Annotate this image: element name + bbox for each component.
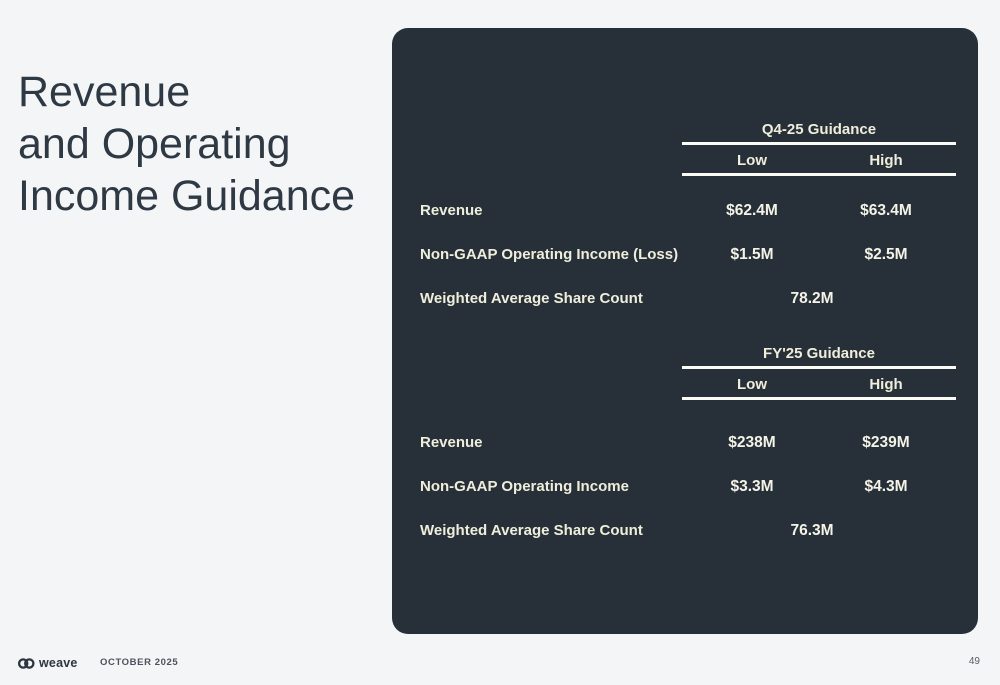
q4-col-low: Low: [737, 152, 767, 169]
weave-logo-text: weave: [39, 656, 78, 670]
value-low: $3.3M: [730, 478, 774, 495]
value-high: $239M: [862, 434, 910, 451]
q4-rule-bottom: [682, 173, 956, 176]
row-label: Revenue: [420, 202, 483, 219]
value-center: 78.2M: [790, 290, 834, 307]
fy-rule-top: [682, 366, 956, 369]
footer-date: OCTOBER 2025: [100, 657, 179, 668]
value-high: $63.4M: [860, 202, 912, 219]
fy-col-low: Low: [737, 376, 767, 393]
value-low: $238M: [728, 434, 776, 451]
fy-table-header: FY'25 Guidance: [763, 345, 875, 362]
weave-logo-icon: [18, 657, 35, 670]
q4-table-header: Q4-25 Guidance: [761, 121, 877, 138]
row-label: Weighted Average Share Count: [420, 290, 643, 307]
title-line-1: Revenue: [18, 68, 191, 116]
row-label: Weighted Average Share Count: [420, 522, 643, 539]
row-label: Non-GAAP Operating Income: [420, 478, 629, 495]
value-low: $1.5M: [730, 246, 774, 263]
guidance-panel: Q4-25 Guidance Low High Revenue $62.4M $…: [392, 28, 978, 634]
fy-rule-bottom: [682, 397, 956, 400]
q4-rule-top: [682, 142, 956, 145]
value-high: $4.3M: [864, 478, 908, 495]
q4-col-high: High: [869, 152, 903, 169]
value-low: $62.4M: [726, 202, 778, 219]
value-center: 76.3M: [790, 522, 834, 539]
title-line-2: and Operating: [18, 120, 291, 168]
page-title: Revenue and Operating Income Guidance: [18, 66, 355, 222]
title-line-3: Income Guidance: [18, 172, 356, 220]
row-label: Revenue: [420, 434, 483, 451]
value-high: $2.5M: [864, 246, 908, 263]
row-label: Non-GAAP Operating Income (Loss): [420, 246, 679, 263]
page-number: 49: [968, 656, 980, 667]
fy-col-high: High: [869, 376, 903, 393]
weave-logo: weave: [18, 656, 78, 670]
